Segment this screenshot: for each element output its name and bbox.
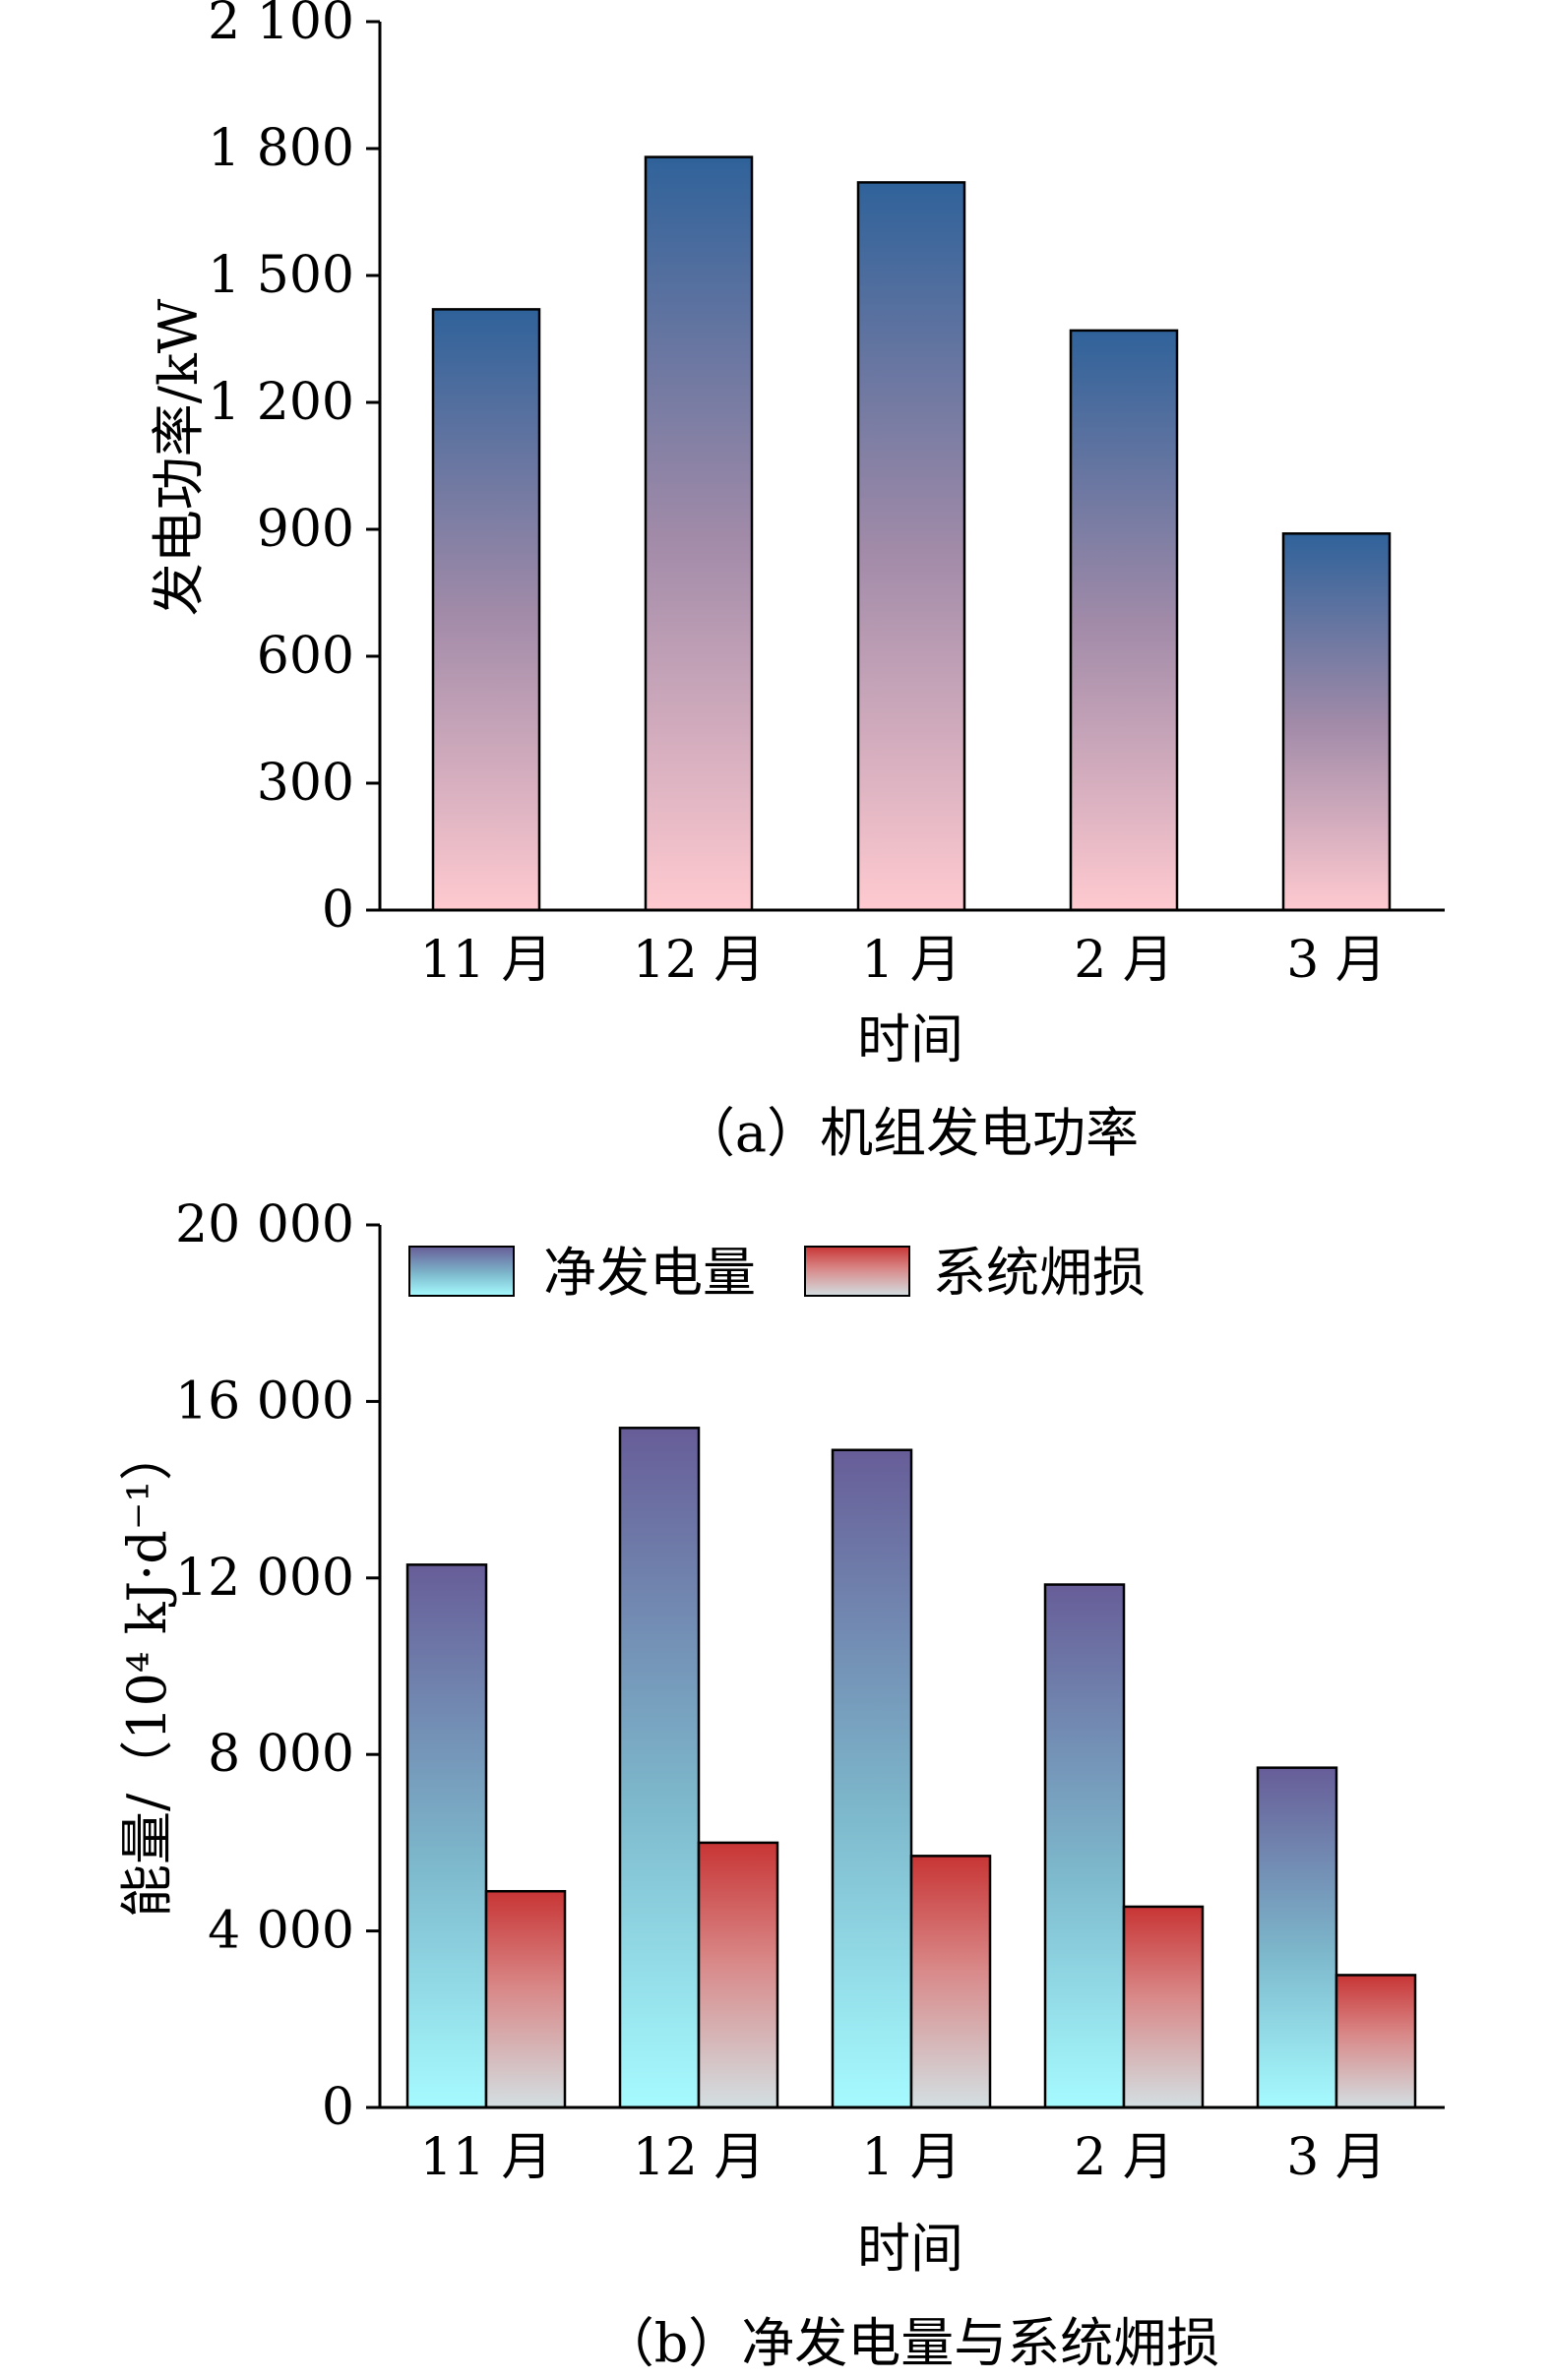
bar-1 [644,155,754,912]
y-tick-label: 4 000 [208,1902,354,1961]
chart-b-axes [378,1225,1445,2109]
chart-b-y-axis-label: 能量/（10⁴ kJ·d⁻¹） [116,1428,178,1918]
y-tick-label: 2 100 [208,0,354,51]
chart-a-y-axis-label: 发电功率/kW [148,298,210,616]
x-tick-label: 2 月 [1074,931,1174,990]
chart-b-x-ticks: 11 月 12 月 1 月 2 月 3 月 [420,2128,1387,2187]
x-tick-label: 1 月 [861,2128,961,2187]
x-tick-label: 12 月 [633,931,766,990]
bar-s0-1 [618,1427,701,2109]
chart-a-caption: （a）机组发电功率 [682,1102,1139,1164]
chart-b-y-ticks: 0 4 000 8 000 12 000 16 000 20 000 [175,1195,380,2137]
y-tick-label: 600 [257,627,354,686]
bar-s0-0 [405,1563,488,2109]
legend-swatch-net-power [408,1246,515,1297]
bar-s1-1 [697,1841,779,2109]
chart-b-caption: （b）净发电量与系统㶲损 [601,2312,1220,2374]
legend-label-net-power: 净发电量 [543,1242,756,1304]
legend-swatch-exergy-loss [804,1246,910,1297]
bar-s1-4 [1334,1974,1417,2109]
bar-3 [1069,329,1179,912]
chart-b-x-axis-label: 时间 [857,2218,963,2280]
y-tick-label: 1 200 [208,373,354,432]
bar-s0-4 [1256,1766,1338,2109]
chart-b-bars [405,1427,1417,2109]
chart-a-x-axis-label: 时间 [857,1008,963,1070]
chart-a-x-ticks: 11 月 12 月 1 月 2 月 3 月 [420,931,1387,990]
x-tick-label: 3 月 [1286,2128,1387,2187]
x-tick-label: 2 月 [1074,2128,1174,2187]
x-tick-label: 3 月 [1286,931,1387,990]
y-tick-label: 300 [257,754,354,813]
y-tick-label: 20 000 [175,1195,354,1254]
y-tick-label: 1 800 [208,119,354,178]
bar-s0-3 [1043,1583,1126,2109]
legend-label-exergy-loss: 系统㶲损 [933,1242,1146,1304]
y-tick-label: 0 [322,2078,354,2137]
x-tick-label: 1 月 [861,931,961,990]
y-tick-label: 8 000 [208,1725,354,1784]
bar-s1-2 [909,1855,992,2109]
bar-s1-3 [1122,1905,1205,2109]
chart-a-axes [378,22,1445,912]
x-tick-label: 12 月 [633,2128,766,2187]
y-tick-label: 1 500 [208,246,354,305]
y-tick-label: 12 000 [175,1549,354,1608]
bar-2 [856,181,966,912]
bar-4 [1281,532,1392,912]
y-tick-label: 0 [322,881,354,940]
bar-0 [431,308,541,912]
y-tick-label: 16 000 [175,1372,354,1431]
bar-s0-2 [831,1448,913,2109]
chart-a-y-ticks: 0 300 600 900 1 200 1 500 1 800 2 100 [208,0,380,940]
y-tick-label: 900 [257,500,354,559]
x-tick-label: 11 月 [420,931,553,990]
bar-s1-0 [484,1889,567,2109]
chart-b-legend: 净发电量 系统㶲损 [408,1242,1146,1304]
x-tick-label: 11 月 [420,2128,553,2187]
chart-b-energy: 0 4 000 8 000 12 000 16 000 20 000 11 月 12 月 1 … [116,1195,1445,2374]
chart-a-bars [431,155,1392,912]
